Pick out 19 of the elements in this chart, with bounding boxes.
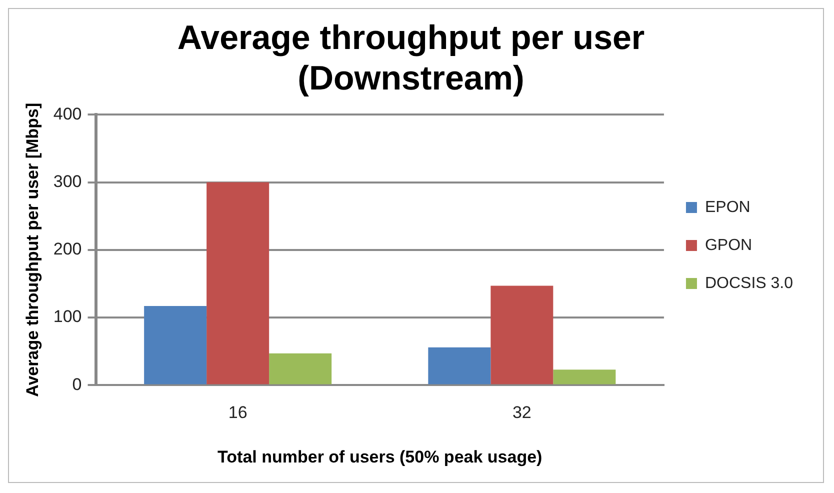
legend-label: EPON	[704, 198, 750, 216]
x-tick-label: 32	[512, 403, 532, 422]
bar	[144, 306, 207, 384]
legend-label: DOCSIS 3.0	[704, 274, 794, 292]
y-tick-label: 200	[53, 240, 82, 259]
bar	[269, 353, 332, 384]
y-tick-label: 400	[53, 104, 82, 124]
bar	[206, 182, 270, 384]
y-tick-label: 100	[53, 307, 82, 326]
y-tick-label: 0	[72, 374, 82, 394]
y-axis-title: Average throughput per user [Mbps]	[22, 102, 42, 397]
legend-label: GPON	[704, 236, 752, 254]
bar	[553, 370, 616, 384]
bar	[490, 286, 554, 384]
bar	[428, 347, 491, 384]
y-tick-label: 300	[53, 172, 82, 191]
x-axis-title: Total number of users (50% peak usage)	[218, 447, 542, 466]
chart-title: Average throughput per user (Downstream)	[177, 18, 645, 98]
x-tick-label: 16	[228, 403, 248, 422]
